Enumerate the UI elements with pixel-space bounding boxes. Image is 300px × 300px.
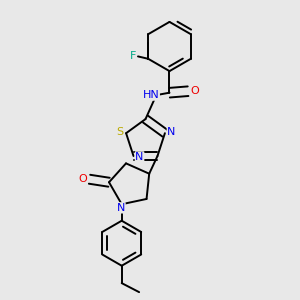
Text: S: S xyxy=(116,127,124,137)
Text: N: N xyxy=(135,152,144,162)
Text: HN: HN xyxy=(142,90,159,100)
Text: O: O xyxy=(79,174,87,184)
Text: F: F xyxy=(129,51,136,62)
Text: O: O xyxy=(190,86,199,96)
Text: N: N xyxy=(167,127,176,137)
Text: N: N xyxy=(117,203,125,213)
